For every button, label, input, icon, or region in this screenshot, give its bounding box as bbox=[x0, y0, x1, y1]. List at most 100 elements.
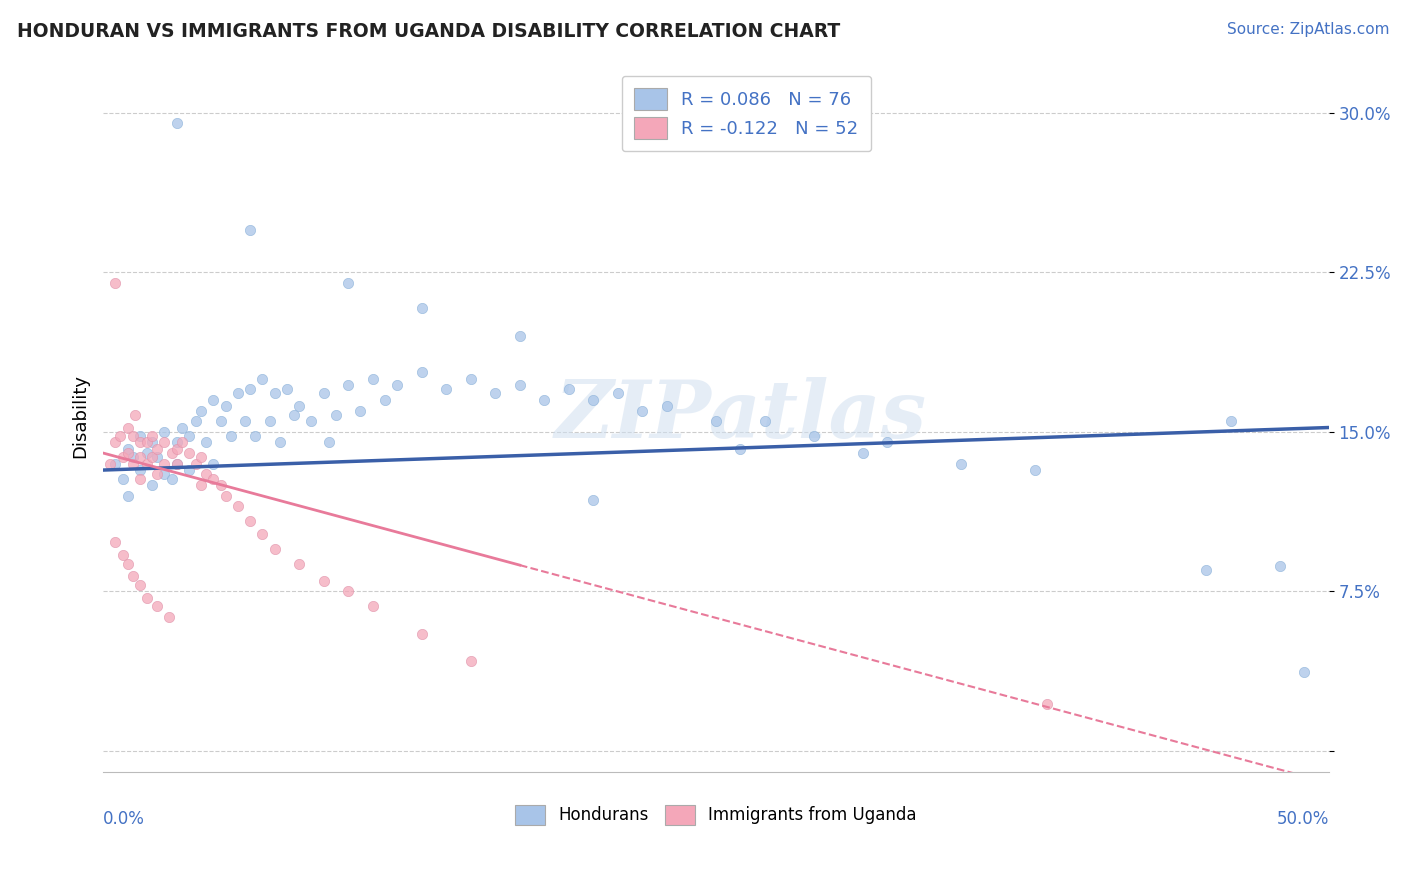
Text: 0.0%: 0.0% bbox=[103, 810, 145, 829]
Point bbox=[876, 435, 898, 450]
Point bbox=[153, 457, 176, 471]
Point bbox=[195, 435, 218, 450]
Point bbox=[949, 457, 972, 471]
Point bbox=[411, 301, 433, 316]
Point bbox=[146, 442, 169, 456]
Point bbox=[141, 478, 163, 492]
Point bbox=[100, 457, 122, 471]
Point bbox=[195, 467, 218, 482]
Point bbox=[111, 472, 134, 486]
Point bbox=[387, 378, 409, 392]
Point bbox=[186, 457, 208, 471]
Point bbox=[252, 526, 274, 541]
Point bbox=[852, 446, 875, 460]
Point bbox=[202, 472, 225, 486]
Point bbox=[263, 541, 285, 556]
Point bbox=[190, 403, 212, 417]
Point bbox=[226, 500, 249, 514]
Point bbox=[202, 457, 225, 471]
Text: Source: ZipAtlas.com: Source: ZipAtlas.com bbox=[1226, 22, 1389, 37]
Point bbox=[104, 276, 127, 290]
Point bbox=[325, 408, 347, 422]
Y-axis label: Disability: Disability bbox=[72, 374, 89, 458]
Point bbox=[509, 329, 531, 343]
Point bbox=[361, 371, 384, 385]
Point bbox=[121, 450, 143, 465]
Point bbox=[170, 420, 193, 434]
Text: HONDURAN VS IMMIGRANTS FROM UGANDA DISABILITY CORRELATION CHART: HONDURAN VS IMMIGRANTS FROM UGANDA DISAB… bbox=[17, 22, 841, 41]
Point bbox=[128, 463, 150, 477]
Point bbox=[460, 371, 482, 385]
Point bbox=[558, 382, 581, 396]
Point bbox=[730, 442, 752, 456]
Point bbox=[153, 467, 176, 482]
Point bbox=[288, 399, 311, 413]
Point bbox=[803, 429, 825, 443]
Point bbox=[269, 435, 291, 450]
Point bbox=[128, 435, 150, 450]
Point bbox=[312, 386, 335, 401]
Point bbox=[509, 378, 531, 392]
Point bbox=[117, 446, 139, 460]
Point bbox=[301, 414, 323, 428]
Point bbox=[136, 591, 159, 605]
Point bbox=[146, 467, 169, 482]
Point bbox=[124, 408, 146, 422]
Point bbox=[157, 609, 180, 624]
Point bbox=[117, 557, 139, 571]
Point bbox=[631, 403, 654, 417]
Point bbox=[582, 492, 605, 507]
Point bbox=[141, 429, 163, 443]
Point bbox=[153, 425, 176, 439]
Point bbox=[190, 450, 212, 465]
Point bbox=[1036, 697, 1059, 711]
Point bbox=[104, 435, 127, 450]
Point bbox=[128, 450, 150, 465]
Point bbox=[219, 429, 242, 443]
Point bbox=[160, 446, 183, 460]
Point bbox=[288, 557, 311, 571]
Point bbox=[166, 442, 188, 456]
Point bbox=[104, 535, 127, 549]
Point bbox=[349, 403, 371, 417]
Point bbox=[146, 599, 169, 614]
Point bbox=[136, 446, 159, 460]
Point bbox=[215, 399, 238, 413]
Point bbox=[117, 442, 139, 456]
Point bbox=[704, 414, 727, 428]
Point bbox=[190, 478, 212, 492]
Point bbox=[243, 429, 266, 443]
Legend: Hondurans, Immigrants from Uganda: Hondurans, Immigrants from Uganda bbox=[505, 795, 927, 835]
Point bbox=[153, 435, 176, 450]
Point bbox=[484, 386, 506, 401]
Point bbox=[263, 386, 285, 401]
Point bbox=[252, 371, 274, 385]
Point bbox=[177, 446, 200, 460]
Point bbox=[136, 435, 159, 450]
Point bbox=[582, 392, 605, 407]
Point bbox=[186, 414, 208, 428]
Point bbox=[166, 116, 188, 130]
Point bbox=[128, 429, 150, 443]
Point bbox=[111, 450, 134, 465]
Text: ZIPatlas: ZIPatlas bbox=[554, 377, 927, 455]
Point bbox=[655, 399, 678, 413]
Point bbox=[233, 414, 256, 428]
Point bbox=[337, 378, 360, 392]
Point bbox=[239, 514, 262, 528]
Point bbox=[259, 414, 281, 428]
Point bbox=[121, 429, 143, 443]
Point bbox=[239, 382, 262, 396]
Point bbox=[104, 457, 127, 471]
Point bbox=[318, 435, 340, 450]
Point bbox=[361, 599, 384, 614]
Point bbox=[1294, 665, 1316, 679]
Point bbox=[1268, 558, 1291, 573]
Text: 50.0%: 50.0% bbox=[1277, 810, 1329, 829]
Point bbox=[411, 365, 433, 379]
Point bbox=[121, 569, 143, 583]
Point bbox=[177, 463, 200, 477]
Point bbox=[337, 584, 360, 599]
Point bbox=[177, 429, 200, 443]
Point bbox=[110, 429, 132, 443]
